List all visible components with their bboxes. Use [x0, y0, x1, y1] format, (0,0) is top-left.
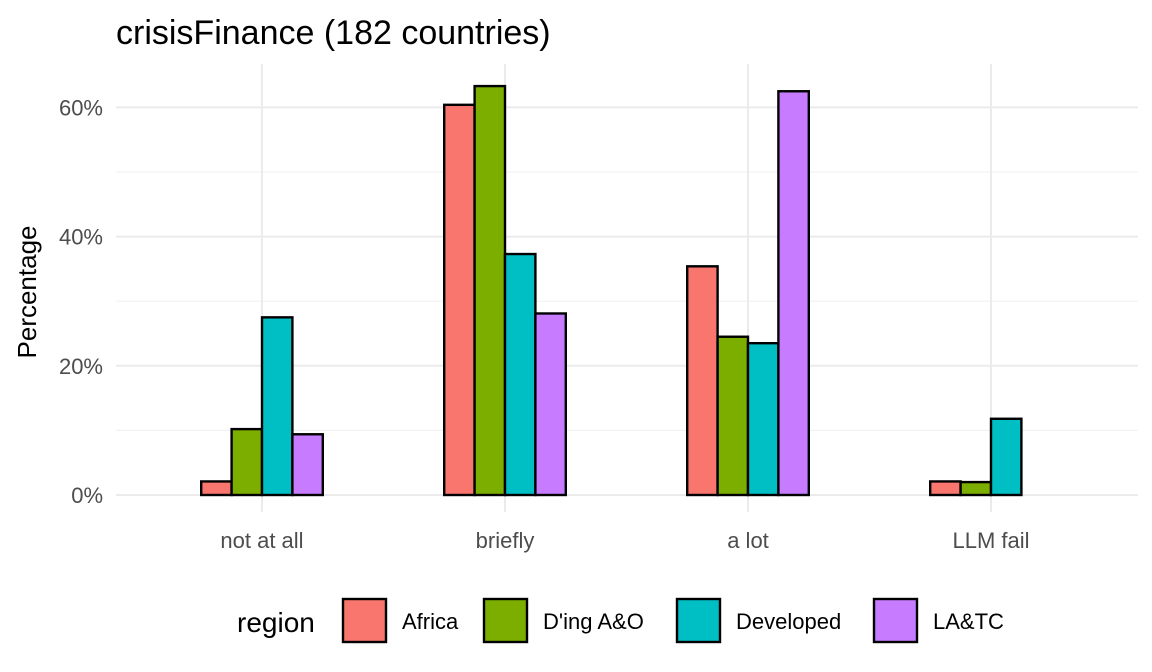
- x-tick-label: not at all: [220, 528, 303, 553]
- chart-title: crisisFinance (182 countries): [116, 14, 551, 52]
- bar-africa-a-lot: [686, 265, 719, 497]
- bar-la-tc-not-at-all: [291, 433, 324, 497]
- legend-swatch: [341, 597, 388, 644]
- legend-label: LA&TC: [933, 609, 1004, 634]
- y-tick-label: 0%: [71, 483, 103, 508]
- legend: region Africa D'ing A&O Developed LA&TC: [237, 597, 1004, 644]
- bar-la-tc-briefly: [534, 312, 568, 497]
- bar-africa-not-at-all: [199, 480, 233, 497]
- bar-developed-not-at-all: [260, 316, 294, 497]
- y-tick-label: 40%: [59, 225, 103, 250]
- y-axis-ticks: 0% 20% 40% 60%: [59, 95, 103, 508]
- bar-d-ing-a-o-briefly: [473, 84, 507, 497]
- legend-label: D'ing A&O: [543, 609, 644, 634]
- legend-swatch: [482, 597, 529, 644]
- x-tick-label: briefly: [476, 528, 535, 553]
- bar-developed-llm-fail: [989, 417, 1023, 497]
- legend-swatch: [872, 597, 919, 644]
- bar-africa-briefly: [443, 103, 476, 497]
- bar-d-ing-a-o-not-at-all: [230, 427, 264, 497]
- legend-label: Developed: [736, 609, 841, 634]
- legend-label: Africa: [402, 609, 459, 634]
- x-axis-ticks: not at all briefly a lot LLM fail: [220, 528, 1029, 553]
- legend-title: region: [237, 607, 315, 638]
- legend-swatch: [675, 597, 722, 644]
- y-tick-label: 60%: [59, 95, 103, 120]
- bar-africa-llm-fail: [929, 480, 962, 497]
- x-tick-label: a lot: [727, 528, 769, 553]
- bar-d-ing-a-o-llm-fail: [959, 480, 993, 497]
- bar-developed-briefly: [503, 252, 537, 497]
- x-tick-label: LLM fail: [952, 528, 1029, 553]
- bar-developed-a-lot: [746, 341, 780, 497]
- bars: [199, 84, 1023, 497]
- y-axis-title: Percentage: [12, 226, 42, 359]
- bar-d-ing-a-o-a-lot: [716, 335, 750, 497]
- bar-la-tc-a-lot: [777, 90, 811, 497]
- y-tick-label: 20%: [59, 354, 103, 379]
